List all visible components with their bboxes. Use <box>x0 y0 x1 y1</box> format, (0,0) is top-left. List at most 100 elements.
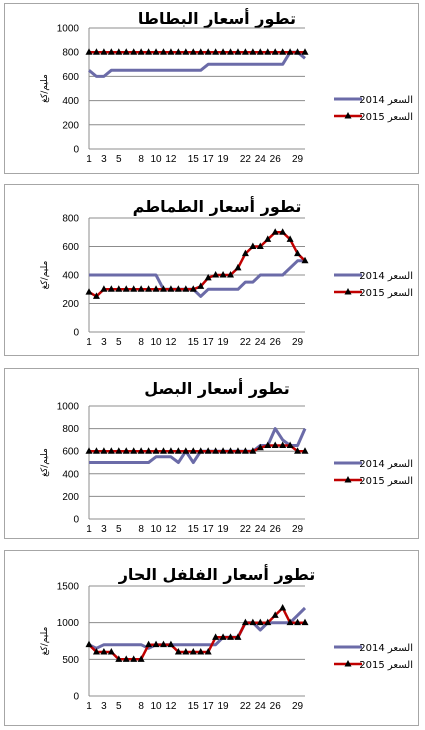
y-tick-label: 0 <box>73 145 79 156</box>
data-point <box>137 48 145 55</box>
y-tick-label: 0 <box>73 692 79 703</box>
data-point <box>137 447 145 454</box>
data-point <box>145 640 153 648</box>
data-point <box>174 648 182 655</box>
y-tick-label: 800 <box>62 424 79 435</box>
data-point <box>100 285 108 292</box>
series-line <box>89 427 307 464</box>
x-tick-label: 8 <box>138 154 144 165</box>
legend-marker <box>344 660 352 667</box>
x-tick-label: 10 <box>150 701 162 712</box>
data-point <box>234 633 242 640</box>
x-tick-label: 15 <box>188 337 200 348</box>
chart-title: تطور أسعار البصل <box>144 378 290 398</box>
data-point <box>130 48 138 55</box>
x-tick-label: 3 <box>101 154 107 165</box>
chart-panel-potato: تطور أسعار البطاطا 0 200 400 600 800 1000 1 3 5 8 1… <box>4 3 419 174</box>
x-tick-label: 12 <box>165 701 177 712</box>
chart-title: تطور أسعار الفلفل الحار <box>118 564 316 584</box>
data-point <box>137 655 145 662</box>
data-point <box>167 640 175 648</box>
y-tick-label: 400 <box>62 96 79 107</box>
data-point <box>256 48 264 55</box>
data-point <box>130 285 138 292</box>
x-tick-label: 5 <box>116 154 122 165</box>
data-point <box>174 285 182 292</box>
data-point <box>249 447 257 454</box>
y-tick-label: 1000 <box>57 24 80 35</box>
data-point <box>271 611 279 618</box>
x-tick-label: 15 <box>188 524 200 535</box>
y-tick-label: 400 <box>62 271 79 282</box>
data-point <box>189 285 197 292</box>
data-point <box>271 228 279 235</box>
data-point <box>241 249 249 257</box>
y-tick-label: 200 <box>62 492 79 503</box>
data-point <box>234 447 242 454</box>
data-point <box>85 640 93 648</box>
x-tick-label: 26 <box>270 701 282 712</box>
data-point <box>189 48 197 55</box>
legend-label: 2014 السعر <box>359 643 413 654</box>
data-point <box>167 285 175 292</box>
data-point <box>227 271 235 278</box>
x-tick-label: 22 <box>240 337 252 348</box>
x-tick-label: 22 <box>240 524 252 535</box>
data-point <box>159 48 167 55</box>
data-point <box>122 655 130 662</box>
x-tick-label: 26 <box>270 524 282 535</box>
legend-label: 2014 السعر <box>359 459 413 470</box>
x-tick-label: 22 <box>240 701 252 712</box>
chart-panel-onion: تطور أسعار البصل 0 200 400 600 800 1000 1 3 5 8 10 1… <box>4 368 419 539</box>
data-point <box>219 48 227 55</box>
legend-label: 2015 السعر <box>359 288 413 299</box>
data-point <box>301 447 309 454</box>
data-point <box>115 655 123 662</box>
data-point <box>197 48 205 55</box>
chart-title: تطور أسعار الطماطم <box>133 196 302 216</box>
x-tick-label: 3 <box>101 701 107 712</box>
chart-svg: تطور أسعار الطماطم 0 200 400 600 800 1 3 5 8 10 12 1… <box>40 196 413 348</box>
y-axis-label: مليم/كغ <box>40 448 50 477</box>
data-point <box>204 648 212 655</box>
y-tick-label: 1500 <box>57 582 80 593</box>
y-tick-label: 600 <box>62 242 79 253</box>
data-point <box>204 273 212 281</box>
x-tick-label: 3 <box>101 524 107 535</box>
x-tick-label: 5 <box>116 701 122 712</box>
series-line <box>88 606 307 650</box>
data-point <box>271 48 279 55</box>
x-tick-label: 29 <box>292 337 304 348</box>
legend-marker <box>344 476 352 483</box>
data-point <box>219 633 227 640</box>
x-tick-label: 1 <box>86 154 92 165</box>
x-tick-label: 3 <box>101 337 107 348</box>
x-tick-label: 22 <box>240 154 252 165</box>
x-tick-label: 12 <box>165 524 177 535</box>
data-point <box>100 648 108 655</box>
data-point <box>286 441 294 449</box>
data-point <box>130 447 138 454</box>
data-point <box>212 633 220 640</box>
series-line <box>89 444 305 453</box>
series-line <box>88 50 306 78</box>
data-point <box>212 48 220 55</box>
data-point <box>227 633 235 640</box>
x-tick-label: 10 <box>150 524 162 535</box>
data-point <box>159 640 167 648</box>
data-point <box>294 48 302 55</box>
y-tick-label: 200 <box>62 120 79 131</box>
data-point <box>219 447 227 454</box>
x-tick-label: 5 <box>116 337 122 348</box>
data-point <box>107 648 115 655</box>
x-tick-label: 15 <box>188 154 200 165</box>
data-point <box>182 447 190 454</box>
data-point <box>234 263 242 271</box>
legend-label: 2015 السعر <box>359 660 413 671</box>
data-point <box>152 447 160 454</box>
data-point <box>174 447 182 454</box>
data-point <box>249 618 257 626</box>
data-point <box>152 285 160 292</box>
data-point <box>85 48 93 55</box>
